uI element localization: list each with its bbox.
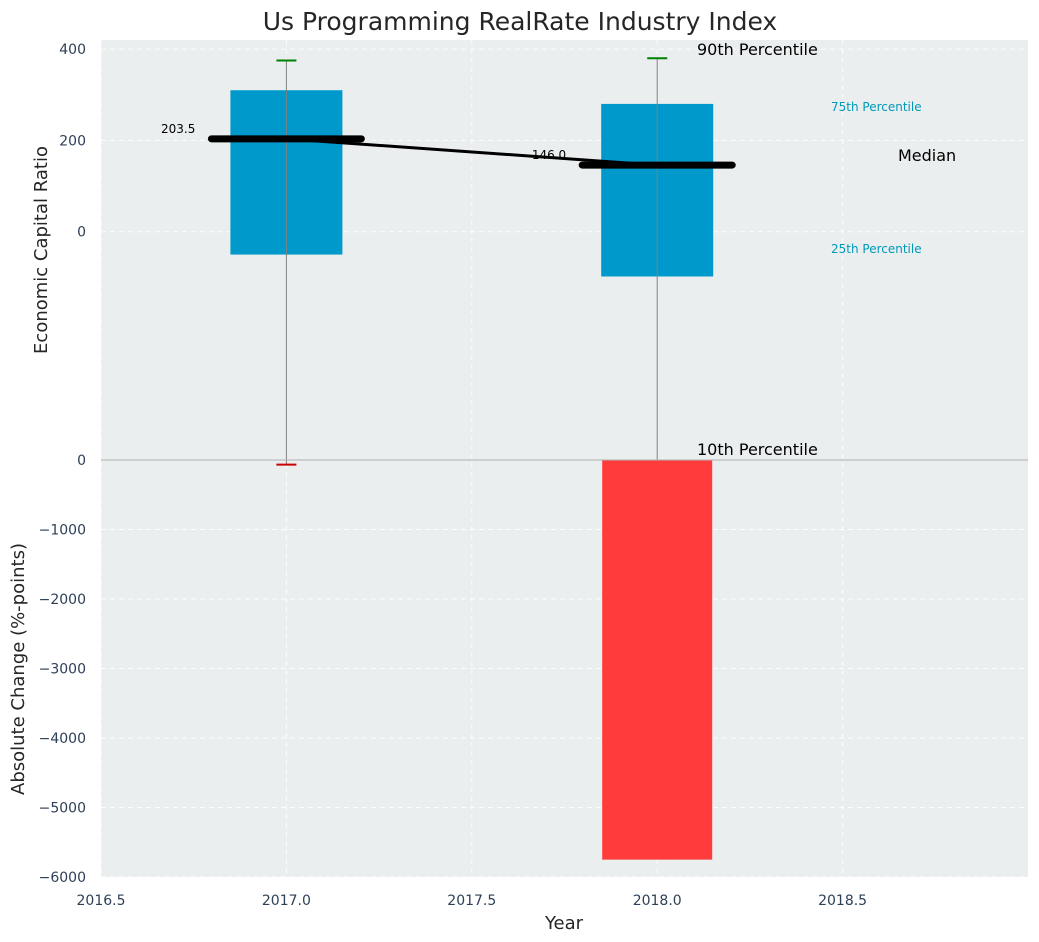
y-tick-label-bottom: −3000	[39, 662, 86, 678]
y-axis-label-top: Economic Capital Ratio	[31, 146, 52, 354]
annotation-25th-percentile: 25th Percentile	[831, 242, 922, 256]
median-trend-line	[286, 137, 658, 167]
y-tick-label-bottom: −1000	[39, 523, 86, 539]
y-axis-label-bottom: Absolute Change (%-points)	[8, 543, 29, 795]
annotation-90th-percentile: 90th Percentile	[697, 40, 818, 59]
x-tick-label: 2018.5	[818, 893, 867, 909]
y-tick-label-bottom: −4000	[39, 731, 86, 747]
y-tick-label-bottom: −2000	[39, 592, 86, 608]
x-tick-label: 2017.0	[262, 893, 311, 909]
annotation-75th-percentile: 75th Percentile	[831, 100, 922, 114]
annotation-10th-percentile: 10th Percentile	[697, 440, 818, 459]
median-value-label: 203.5	[161, 122, 195, 136]
y-tick-label-top: 400	[59, 42, 86, 58]
x-tick-label: 2016.5	[77, 893, 126, 909]
y-tick-label-bottom: 0	[77, 453, 86, 469]
x-axis-label: Year	[544, 913, 584, 934]
box-plot-panel: 400 200 0 203.5 146.0	[59, 42, 736, 483]
y-tick-label-top: 0	[77, 225, 86, 241]
change-bar	[602, 460, 713, 860]
y-tick-label-top: 200	[59, 133, 86, 149]
median-value-label: 146.0	[532, 148, 566, 162]
annotation-median: Median	[898, 146, 956, 165]
y-tick-label-bottom: −6000	[39, 870, 86, 886]
bar-panel: 2016.5 2017.0 2017.5 2018.0 2018.5 0 −1000 −200…	[39, 453, 867, 909]
chart-title: Us Programming RealRate Industry Index	[263, 7, 777, 36]
x-tick-label: 2017.5	[447, 893, 496, 909]
x-tick-label: 2018.0	[633, 893, 682, 909]
y-tick-label-bottom: −5000	[39, 801, 86, 817]
